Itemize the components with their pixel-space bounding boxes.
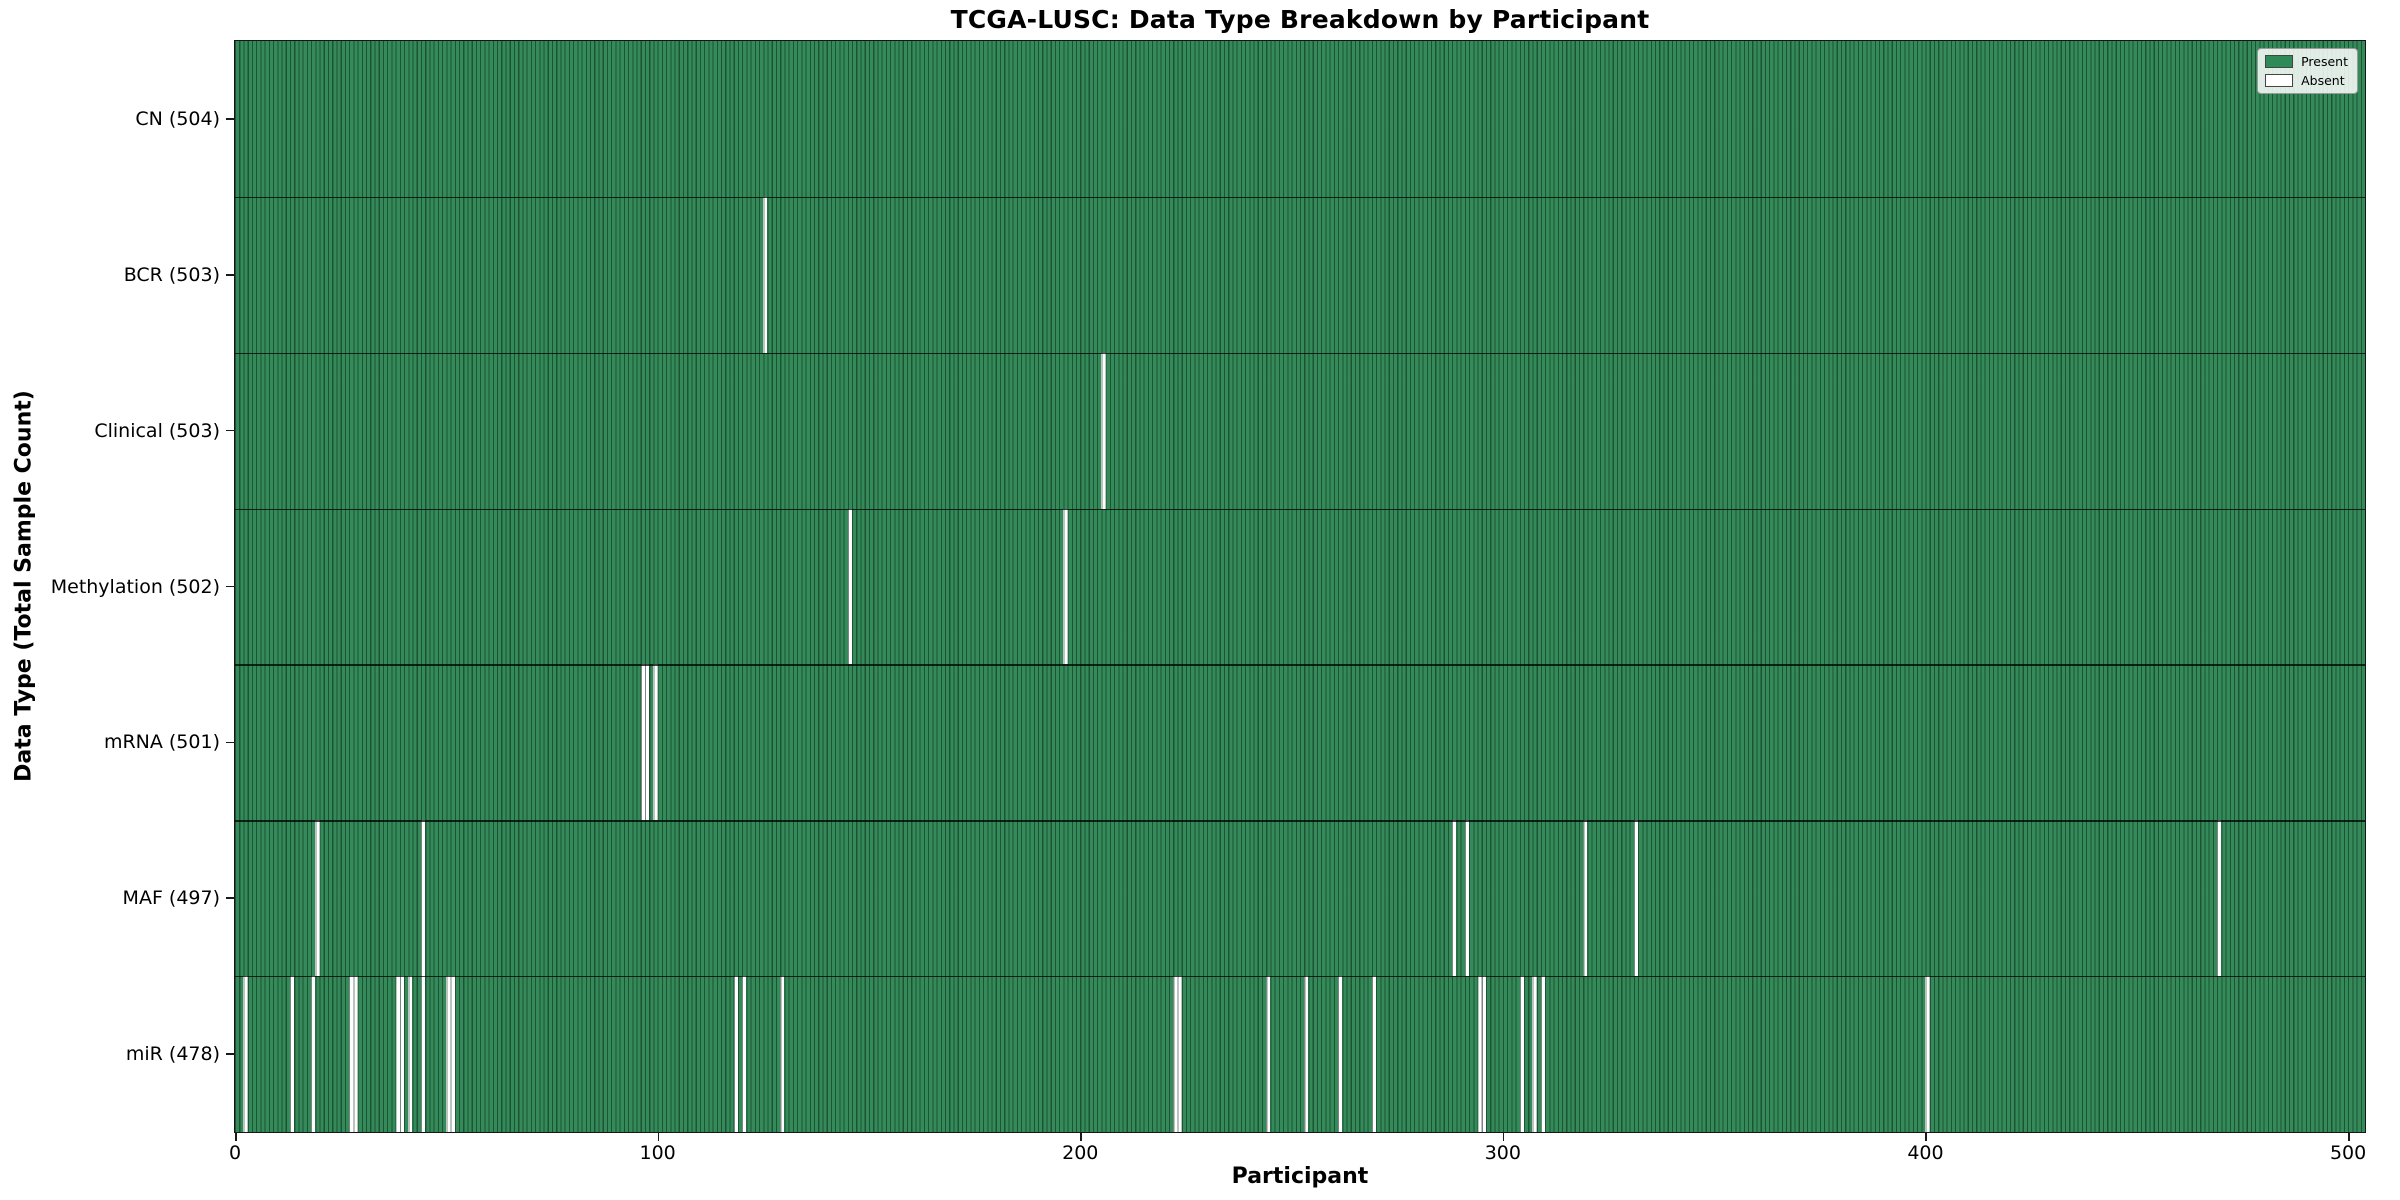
absent-bar [733,976,738,1132]
y-tick-label-Methylation: Methylation (502) [50,575,220,598]
absent-bar [420,976,426,1132]
x-tick [1080,1132,1082,1141]
absent-bar [1452,820,1457,977]
x-tick [1925,1132,1927,1141]
legend: Present Absent [2257,48,2358,94]
absent-bar [1519,976,1524,1132]
y-tick-label-mRNA: mRNA (501) [103,731,220,754]
x-tick [657,1132,660,1141]
absent-bar [1177,976,1182,1132]
heatmap-row-Methylation [235,508,2365,665]
x-tick-label: 300 [1484,1142,1521,1164]
y-tick [226,585,235,588]
y-tick [226,1053,235,1055]
absent-bar [780,976,785,1132]
absent-bar [1338,976,1343,1132]
absent-bar [847,508,853,665]
absent-bar [742,976,747,1132]
present-swatch-icon [2265,55,2294,68]
heatmap-row-mRNA [235,664,2365,821]
absent-bar [1583,820,1588,977]
absent-bar [399,976,405,1132]
heatmap-row-miR [235,976,2365,1132]
absent-bar [644,664,650,821]
legend-entry-present: Present [2265,55,2348,68]
x-tick-label: 0 [228,1142,242,1164]
absent-bar [653,664,658,821]
absent-bar [763,196,768,353]
x-tick [2348,1132,2350,1141]
x-axis-label: Participant [1231,1164,1369,1189]
legend-entry-absent: Absent [2265,74,2348,87]
absent-bar [1266,976,1271,1132]
y-tick-label-MAF: MAF (497) [122,887,220,910]
y-tick [226,429,235,432]
absent-bar [408,976,413,1132]
absent-bar [1925,976,1930,1132]
x-tick-label: 400 [1907,1142,1944,1164]
absent-bar [289,976,295,1132]
y-tick-label-Clinical: Clinical (503) [94,419,220,442]
y-tick [226,118,235,120]
heatmap-row-MAF [235,820,2365,977]
absent-bar [1540,976,1546,1132]
absent-bar [1532,976,1537,1132]
plot-area: Present Absent [234,40,2366,1133]
absent-bar [1481,976,1486,1132]
absent-bar [311,976,316,1132]
absent-bar [243,976,248,1132]
absent-bar [2217,820,2222,977]
absent-bar [353,976,358,1132]
absent-bar [450,976,455,1132]
absent-bar [1464,820,1470,977]
legend-present-label: Present [2301,54,2348,69]
heatmap-row-BCR [235,196,2365,353]
absent-bar [1304,976,1309,1132]
absent-bar [1371,976,1377,1132]
heatmap-row-CN [235,41,2365,197]
y-tick [226,741,235,744]
chart-title: TCGA-LUSC: Data Type Breakdown by Partic… [950,5,1650,34]
y-tick [226,897,235,899]
y-tick-label-BCR: BCR (503) [123,263,220,286]
legend-absent-label: Absent [2301,73,2345,88]
y-tick-label-miR: miR (478) [125,1043,220,1066]
y-tick [226,274,235,276]
x-tick-label: 200 [1062,1142,1099,1164]
absent-bar [1633,820,1639,977]
x-tick [235,1132,237,1141]
heatmap-row-Clinical [235,352,2365,509]
x-tick-label: 500 [2329,1142,2367,1164]
absent-bar [420,820,426,977]
absent-bar [1101,352,1106,509]
x-tick-label: 100 [639,1142,676,1164]
x-tick [1502,1132,1505,1141]
absent-swatch-icon [2265,74,2294,87]
absent-bar [315,820,320,977]
absent-bar [1063,508,1068,665]
y-tick-label-CN: CN (504) [135,107,220,130]
